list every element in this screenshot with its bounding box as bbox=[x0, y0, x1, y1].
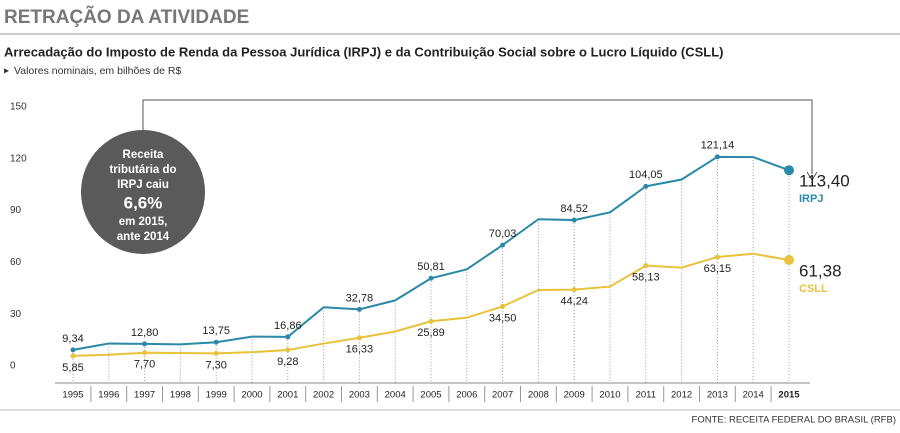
end-label: 113,40 bbox=[799, 172, 850, 191]
x-tick-label: 2003 bbox=[349, 390, 370, 401]
value-label: 32,78 bbox=[346, 292, 374, 304]
annotation-arrow bbox=[142, 99, 813, 174]
point bbox=[714, 154, 720, 160]
y-tick-label: 150 bbox=[10, 102, 27, 113]
point bbox=[70, 353, 76, 359]
x-tick-label: 2009 bbox=[564, 390, 585, 401]
x-tick-label: 2010 bbox=[599, 390, 620, 401]
point bbox=[356, 306, 362, 312]
y-tick-label: 90 bbox=[10, 205, 22, 216]
value-label: 16,33 bbox=[346, 344, 374, 356]
point bbox=[285, 347, 291, 353]
point bbox=[643, 263, 649, 269]
value-label: 63,15 bbox=[704, 263, 732, 275]
point bbox=[784, 165, 794, 176]
x-tick-label: 2000 bbox=[241, 390, 262, 401]
chart-title: Arrecadação do Imposto de Renda da Pesso… bbox=[4, 44, 723, 59]
value-label: 34,50 bbox=[489, 312, 517, 324]
x-tick-label: 1997 bbox=[134, 390, 155, 401]
point bbox=[784, 255, 794, 266]
y-tick-label: 120 bbox=[10, 153, 27, 164]
x-tick-label: 2004 bbox=[385, 390, 406, 401]
end-label: 61,38 bbox=[799, 262, 842, 281]
header: RETRAÇÃO DA ATIVIDADE bbox=[4, 6, 249, 28]
x-tick-label: 1998 bbox=[170, 390, 191, 401]
x-tick-label: 2012 bbox=[671, 390, 692, 401]
legend-label: IRPJ bbox=[799, 193, 823, 205]
annotation-text: em 2015, bbox=[119, 216, 168, 228]
value-label: 7,30 bbox=[205, 359, 226, 371]
value-label: 5,85 bbox=[62, 362, 83, 374]
point bbox=[714, 254, 720, 260]
y-tick-label: 30 bbox=[10, 309, 22, 320]
point bbox=[70, 347, 76, 353]
subtitle: Valores nominais, em bilhões de R$ bbox=[14, 65, 181, 77]
x-tick-label: 1999 bbox=[206, 390, 227, 401]
point bbox=[356, 335, 362, 341]
x-tick-label: 2005 bbox=[420, 390, 441, 401]
y-tick-label: 0 bbox=[10, 361, 16, 372]
value-label: 25,89 bbox=[417, 327, 445, 339]
point bbox=[213, 339, 219, 345]
value-label: 44,24 bbox=[560, 296, 588, 308]
value-label: 9,28 bbox=[277, 356, 298, 368]
value-label: 7,70 bbox=[134, 359, 155, 371]
source: FONTE: RECEITA FEDERAL DO BRASIL (RFB) bbox=[692, 415, 896, 426]
value-label: 70,03 bbox=[489, 228, 517, 240]
point bbox=[428, 318, 434, 324]
value-label: 16,86 bbox=[274, 320, 302, 332]
point bbox=[571, 217, 577, 223]
value-label: 12,80 bbox=[131, 327, 159, 339]
x-tick-label: 2013 bbox=[707, 390, 728, 401]
annotation-text: 6,6% bbox=[124, 193, 163, 212]
point bbox=[142, 341, 148, 347]
arrow-head bbox=[806, 171, 818, 181]
x-tick-label: 2006 bbox=[456, 390, 477, 401]
x-tick-label: 2011 bbox=[636, 390, 656, 401]
x-tick-label: 2014 bbox=[743, 390, 764, 401]
value-label: 84,52 bbox=[560, 203, 588, 215]
annotation-circle bbox=[81, 130, 205, 254]
point bbox=[500, 242, 506, 248]
point bbox=[142, 350, 148, 356]
annotation-text: Receita bbox=[123, 149, 165, 161]
bullet: ▸ bbox=[4, 66, 9, 77]
x-tick-label: 1996 bbox=[98, 390, 119, 401]
x-tick-label: 1995 bbox=[62, 390, 83, 401]
annotation-text: IRPJ caiu bbox=[117, 179, 169, 191]
value-label: 9,34 bbox=[62, 333, 83, 345]
value-label: 50,81 bbox=[417, 261, 445, 273]
x-tick-label: 2007 bbox=[492, 390, 513, 401]
point bbox=[500, 303, 506, 309]
point bbox=[285, 334, 291, 340]
x-tick-label: 2002 bbox=[313, 390, 334, 401]
x-tick-label: 2008 bbox=[528, 390, 549, 401]
point bbox=[643, 183, 649, 189]
point bbox=[428, 275, 434, 281]
legend-label: CSLL bbox=[799, 283, 828, 295]
point bbox=[571, 287, 577, 293]
y-tick-label: 60 bbox=[10, 257, 22, 268]
value-label: 121,14 bbox=[701, 140, 735, 152]
value-label: 13,75 bbox=[202, 325, 230, 337]
x-tick-label: 2015 bbox=[778, 390, 800, 401]
value-label: 58,13 bbox=[632, 272, 660, 284]
value-label: 104,05 bbox=[629, 169, 663, 181]
annotation-text: ante 2014 bbox=[117, 231, 170, 243]
x-tick-label: 2001 bbox=[277, 390, 298, 401]
annotation-text: tributária do bbox=[109, 164, 176, 176]
point bbox=[213, 350, 219, 356]
